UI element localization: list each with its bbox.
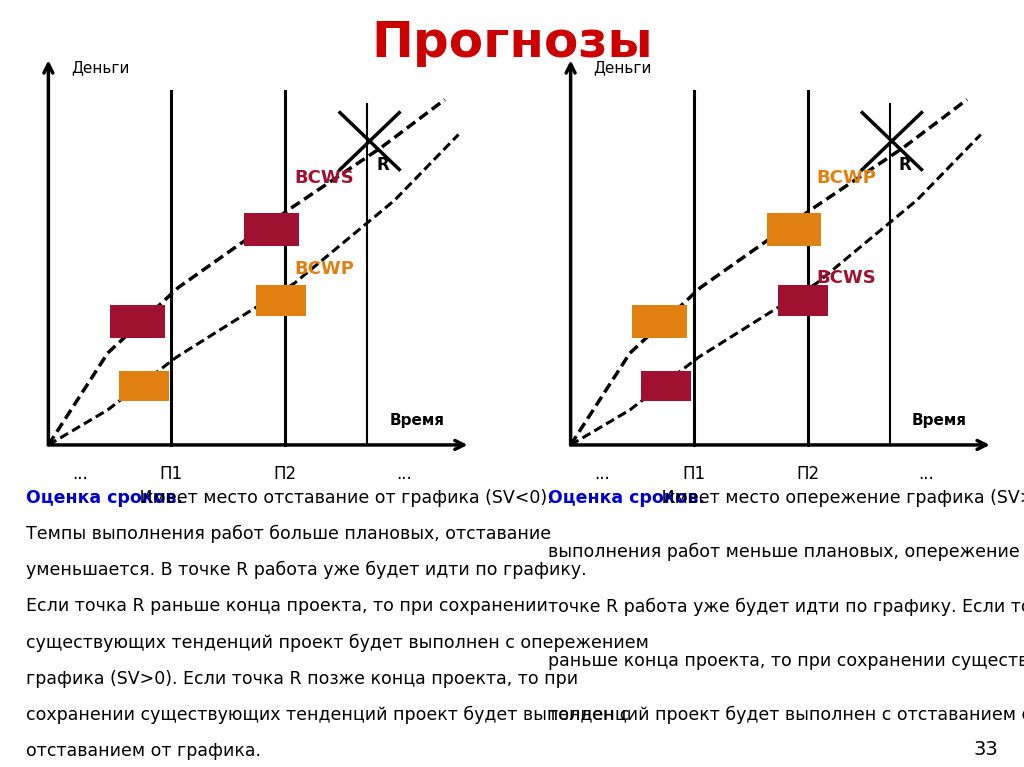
- Bar: [778, 285, 828, 316]
- Text: Имеет место опережение графика (SV>0). Темпы: Имеет место опережение графика (SV>0). Т…: [656, 489, 1024, 507]
- Text: отставанием от графика.: отставанием от графика.: [26, 742, 260, 760]
- Text: 33: 33: [974, 740, 998, 759]
- Text: П1: П1: [160, 465, 183, 482]
- Text: Оценка сроков.: Оценка сроков.: [548, 489, 705, 507]
- Text: П1: П1: [682, 465, 706, 482]
- Text: Время: Время: [390, 413, 444, 428]
- Text: BCWP: BCWP: [295, 261, 354, 278]
- Text: Время: Время: [912, 413, 967, 428]
- Text: графика (SV>0). Если точка R позже конца проекта, то при: графика (SV>0). Если точка R позже конца…: [26, 670, 578, 688]
- Text: Деньги: Деньги: [594, 60, 652, 75]
- Text: точке R работа уже будет идти по графику. Если точка R: точке R работа уже будет идти по графику…: [548, 597, 1024, 616]
- Text: R: R: [899, 156, 911, 173]
- Bar: [641, 370, 691, 401]
- Bar: [245, 213, 299, 246]
- Text: R: R: [377, 156, 389, 173]
- Text: Если точка R раньше конца проекта, то при сохранении: Если точка R раньше конца проекта, то пр…: [26, 597, 548, 615]
- Text: ...: ...: [396, 465, 412, 482]
- Text: П2: П2: [796, 465, 819, 482]
- Text: тенденций проект будет выполнен с отставанием от графика.: тенденций проект будет выполнен с отстав…: [548, 706, 1024, 724]
- Text: Оценка сроков.: Оценка сроков.: [26, 489, 182, 507]
- Text: ...: ...: [73, 465, 88, 482]
- Bar: [119, 370, 169, 401]
- Bar: [767, 213, 821, 246]
- Text: Прогнозы: Прогнозы: [371, 19, 653, 67]
- Text: BCWS: BCWS: [817, 269, 877, 287]
- Text: существующих тенденций проект будет выполнен с опережением: существующих тенденций проект будет выпо…: [26, 634, 648, 652]
- Text: выполнения работ меньше плановых, опережение уменьшается. В: выполнения работ меньше плановых, опереж…: [548, 543, 1024, 561]
- Text: уменьшается. В точке R работа уже будет идти по графику.: уменьшается. В точке R работа уже будет …: [26, 561, 586, 579]
- Text: ...: ...: [595, 465, 610, 482]
- Text: BCWP: BCWP: [817, 169, 877, 186]
- Text: Деньги: Деньги: [72, 60, 130, 75]
- Text: Темпы выполнения работ больше плановых, отставание: Темпы выполнения работ больше плановых, …: [26, 525, 551, 543]
- Bar: [110, 305, 165, 337]
- Text: ...: ...: [919, 465, 934, 482]
- Bar: [256, 285, 306, 316]
- Text: сохранении существующих тенденций проект будет выполнен с: сохранении существующих тенденций проект…: [26, 706, 629, 724]
- Text: П2: П2: [273, 465, 297, 482]
- Text: Имеет место отставание от графика (SV<0).: Имеет место отставание от графика (SV<0)…: [134, 489, 553, 507]
- Bar: [632, 305, 687, 337]
- Text: раньше конца проекта, то при сохранении существующих: раньше конца проекта, то при сохранении …: [548, 652, 1024, 670]
- Text: BCWS: BCWS: [295, 169, 354, 186]
